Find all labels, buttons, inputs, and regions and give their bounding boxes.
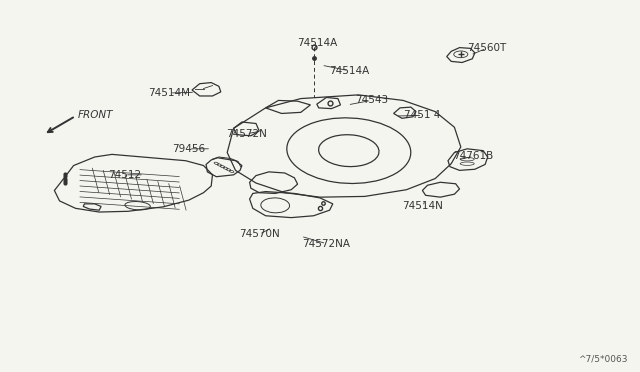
Text: 7451 4: 7451 4 xyxy=(404,110,440,120)
Text: 74514N: 74514N xyxy=(402,202,443,211)
Text: 74514A: 74514A xyxy=(297,38,337,48)
Text: 74572N: 74572N xyxy=(226,129,267,139)
Text: FRONT: FRONT xyxy=(78,110,113,120)
Text: ^7/5*0063: ^7/5*0063 xyxy=(578,355,627,364)
Text: 79456: 79456 xyxy=(172,144,205,154)
Text: 74512: 74512 xyxy=(108,170,141,180)
Text: 74514A: 74514A xyxy=(329,66,369,76)
Text: 74560T: 74560T xyxy=(467,44,506,53)
Text: 74543: 74543 xyxy=(355,96,388,105)
Text: 74761B: 74761B xyxy=(454,151,493,161)
Text: 74514M: 74514M xyxy=(148,88,191,98)
Text: 74570N: 74570N xyxy=(239,230,280,239)
Text: 74572NA: 74572NA xyxy=(302,239,351,248)
